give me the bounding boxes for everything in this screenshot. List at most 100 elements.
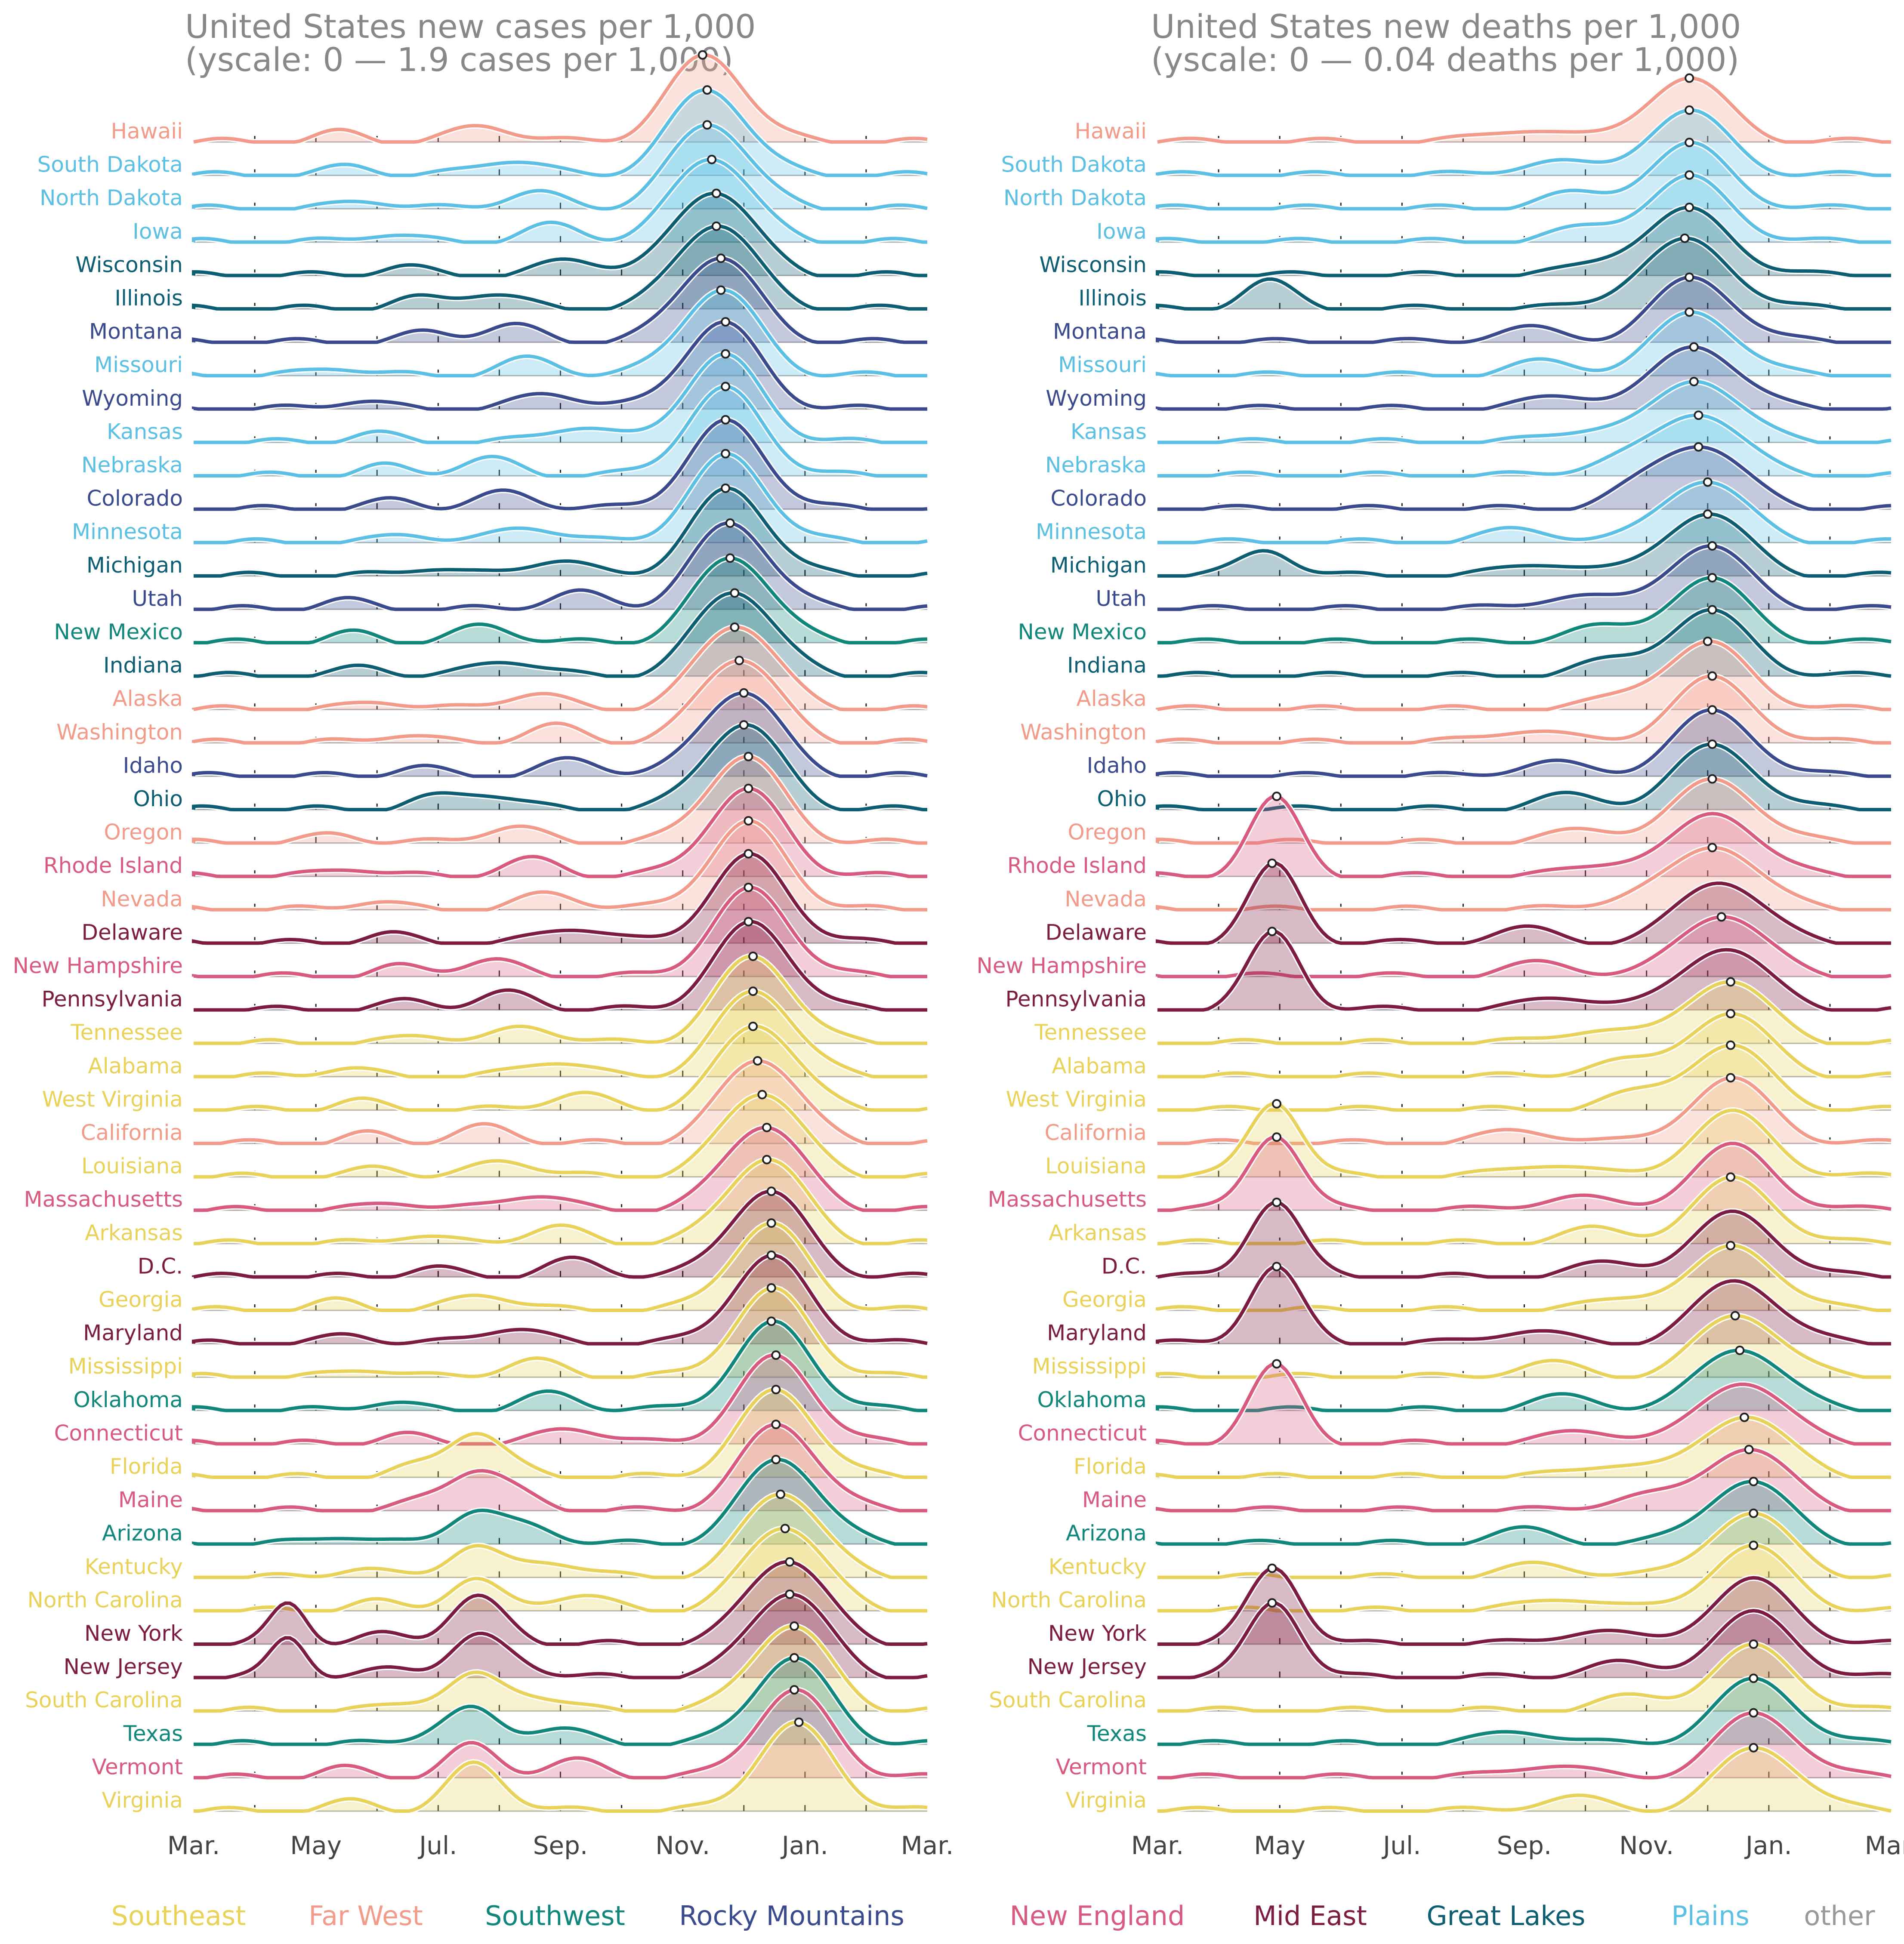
x-tick-label: Jan. (1744, 1831, 1792, 1860)
peak-marker (766, 1316, 776, 1326)
state-label: California (81, 1120, 183, 1145)
ridge-line (1156, 310, 1891, 378)
state-label: Maine (118, 1488, 183, 1513)
state-label: Alaska (112, 686, 183, 711)
ridge-line-halo (194, 450, 928, 546)
peak-marker (725, 518, 735, 528)
x-tick-label: Mar. (1865, 1831, 1904, 1860)
peak-marker (711, 188, 721, 198)
ridge-line (1157, 379, 1892, 444)
ridge-area (1157, 238, 1891, 309)
ridge-line (194, 1093, 928, 1179)
state-label: Colorado (1050, 486, 1147, 511)
ridge-line (1156, 1415, 1891, 1479)
ridge-line (1157, 1601, 1892, 1679)
ridge-area (194, 1657, 927, 1744)
ridge-line (1156, 236, 1891, 311)
ridge-line (194, 521, 928, 611)
peak-marker (1680, 233, 1690, 243)
state-label: Massachusetts (988, 1187, 1147, 1212)
region-legend: Southeast Far West Southwest Rocky Mountain… (111, 1900, 1876, 1932)
state-label: Kentucky (85, 1554, 183, 1579)
state-label: Hawaii (111, 119, 183, 144)
ridge-line (194, 452, 928, 545)
ridge-area (194, 1061, 927, 1143)
ridge-line (192, 786, 927, 878)
peak-marker (1749, 1708, 1759, 1718)
ridge-area (194, 1690, 927, 1778)
peak-marker (1267, 927, 1277, 937)
state-label: Pennsylvania (1006, 987, 1147, 1012)
state-label: Indiana (103, 653, 183, 678)
ridge-line (194, 1656, 928, 1746)
peak-marker (757, 1090, 767, 1100)
state-label: Georgia (99, 1287, 183, 1312)
ridge-line (192, 625, 928, 712)
state-label: Mississippi (68, 1354, 183, 1379)
peak-marker (730, 588, 740, 598)
ridge-area (194, 1594, 927, 1678)
ridge-line (1156, 1348, 1891, 1412)
peak-marker (721, 449, 731, 459)
peak-marker (789, 1653, 799, 1663)
x-tick-label: Nov. (655, 1831, 710, 1860)
x-tick-label: Nov. (1619, 1831, 1674, 1860)
x-tick-label: May (1254, 1831, 1305, 1860)
peak-marker (744, 849, 753, 859)
ridge-line (1156, 708, 1891, 778)
peak-marker (753, 1056, 762, 1066)
ridge-area (194, 419, 927, 509)
peak-marker (1707, 671, 1717, 681)
ridge-line (1157, 1676, 1892, 1746)
state-label: Oklahoma (1037, 1387, 1147, 1412)
peak-marker (1749, 1673, 1759, 1683)
peak-marker (744, 882, 753, 892)
state-label: Rhode Island (43, 853, 183, 878)
state-label: Illinois (114, 286, 183, 311)
ridge-line (1156, 205, 1891, 277)
ridge-area (1157, 1644, 1891, 1711)
ridge-line (192, 1221, 928, 1312)
peak-marker (1726, 1172, 1736, 1182)
peak-marker (739, 688, 749, 698)
ridge-line (192, 288, 927, 378)
peak-marker (1707, 843, 1717, 853)
ridge-area (194, 593, 927, 676)
legend-item: Southeast (111, 1900, 246, 1932)
ridge-area (1157, 610, 1891, 676)
state-label: Maryland (1047, 1321, 1147, 1346)
ridge-line (1156, 141, 1891, 211)
state-label: Texas (123, 1721, 183, 1746)
peak-marker (785, 1557, 795, 1567)
ridge-line (1157, 1711, 1892, 1780)
state-label: Michigan (1050, 553, 1147, 578)
peak-marker (1694, 410, 1703, 420)
peak-marker (1694, 442, 1703, 452)
peak-marker (1272, 792, 1282, 801)
state-label: Mississippi (1032, 1354, 1147, 1379)
state-label: Rhode Island (1007, 853, 1147, 878)
state-label: Utah (1095, 586, 1147, 611)
peak-marker (771, 1454, 781, 1464)
state-label: Alaska (1076, 686, 1147, 711)
ridge-area (1157, 779, 1891, 843)
ridge-line (192, 723, 927, 811)
state-label: Oregon (104, 820, 183, 845)
peak-marker (1267, 1563, 1277, 1573)
ridge-line (1157, 1012, 1892, 1078)
state-label: Vermont (92, 1754, 183, 1779)
peak-marker (697, 50, 707, 60)
peak-marker (789, 1685, 799, 1695)
state-label: New Jersey (1028, 1654, 1147, 1679)
peak-marker (734, 656, 744, 665)
peak-marker (1749, 1508, 1759, 1518)
ridge-area (1157, 1481, 1891, 1544)
peak-marker (794, 1717, 804, 1727)
ridge-line (1156, 639, 1891, 712)
x-tick-label: Jan. (781, 1831, 828, 1860)
ridge-area (1157, 1177, 1891, 1244)
ridge-area (1157, 142, 1891, 209)
state-label: Florida (1074, 1454, 1147, 1479)
ridge-line (1157, 480, 1892, 545)
peak-marker (1272, 1359, 1282, 1369)
